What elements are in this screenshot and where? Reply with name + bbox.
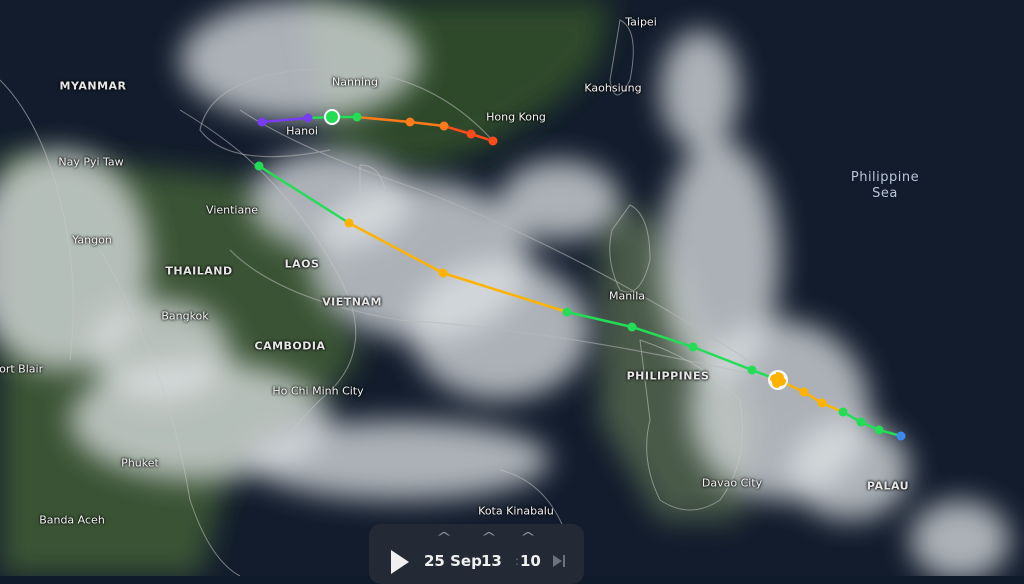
label-nanning: Nanning [332, 75, 378, 89]
track-point[interactable] [466, 129, 476, 139]
track-point[interactable] [688, 342, 698, 352]
track-point[interactable] [303, 113, 313, 123]
track-point[interactable] [254, 161, 264, 171]
hour-value[interactable]: 13 [481, 552, 502, 570]
label-philippine-sea: Philippine Sea [850, 170, 920, 201]
forecast-cone [199, 68, 779, 381]
label-vientiane: Vientiane [206, 203, 258, 217]
track-point[interactable] [257, 117, 267, 127]
play-icon[interactable] [391, 550, 409, 574]
track-segment [631, 325, 694, 349]
date-up-chevron-icon[interactable]: ^ [435, 530, 453, 544]
label-kaohsiung: Kaohsiung [584, 81, 642, 95]
label-davao-city: Davao City [701, 476, 763, 490]
time-separator: : [515, 554, 520, 568]
track-point[interactable] [896, 431, 906, 441]
track-point[interactable] [405, 117, 415, 127]
track-point[interactable] [562, 307, 572, 317]
track-point[interactable] [838, 407, 848, 417]
track-segment [442, 271, 568, 314]
track-point[interactable] [747, 365, 757, 375]
track-segment [566, 310, 633, 329]
typhoon-icon[interactable] [768, 370, 788, 390]
label-ho-chi-minh-city: Ho Chi Minh City [272, 384, 364, 398]
label-thailand: THAILAND [165, 264, 233, 278]
minute-up-chevron-icon[interactable]: ^ [519, 530, 537, 544]
track-point[interactable] [817, 398, 827, 408]
cloud [910, 500, 1010, 576]
track-segment [443, 124, 472, 136]
cloud [500, 160, 620, 240]
timeline-control: ^ ^ ^ 25 Sep 13 : 10 [369, 524, 584, 584]
label-kota-kinabalu: Kota Kinabalu [478, 504, 554, 518]
label-yangon: Yangon [72, 233, 112, 247]
cloud [180, 0, 420, 120]
skip-end-bar [563, 555, 565, 567]
hour-up-chevron-icon[interactable]: ^ [480, 530, 498, 544]
track-segment [409, 120, 445, 128]
cloud [250, 150, 410, 250]
label-cambodia: CAMBODIA [254, 339, 326, 353]
label-port-blair: Port Blair [0, 362, 44, 376]
track-segment [258, 164, 350, 225]
label-manila: Manila [608, 289, 646, 303]
track-point[interactable] [856, 417, 866, 427]
track-point[interactable] [874, 425, 884, 435]
label-hanoi: Hanoi [286, 124, 318, 138]
label-philippines: PHILIPPINES [626, 369, 710, 383]
cloud [90, 300, 230, 400]
track-segment [356, 115, 411, 124]
minute-value[interactable]: 10 [520, 552, 541, 570]
track-point[interactable] [627, 322, 637, 332]
date-value[interactable]: 25 Sep [424, 552, 482, 570]
cloud [660, 140, 780, 380]
track-point[interactable] [799, 387, 809, 397]
cloud [660, 30, 740, 150]
cloud [790, 420, 910, 520]
label-hong-kong: Hong Kong [486, 110, 546, 124]
label-bangkok: Bangkok [161, 309, 209, 323]
label-banda-aceh: Banda Aceh [39, 513, 105, 527]
label-vietnam: VIETNAM [322, 295, 382, 309]
track-point[interactable] [439, 121, 449, 131]
label-palau: PALAU [866, 479, 910, 493]
coastlines [0, 19, 743, 576]
track-segment [692, 345, 753, 372]
track-segment [261, 116, 309, 124]
track-segment [348, 221, 444, 275]
track-point[interactable] [352, 112, 362, 122]
label-laos: LAOS [284, 257, 320, 271]
label-phuket: Phuket [121, 456, 159, 470]
track-point[interactable] [344, 218, 354, 228]
skip-end-icon[interactable] [553, 555, 562, 567]
label-nay-pyi-taw: Nay Pyi Taw [58, 155, 124, 169]
cloud [250, 420, 550, 500]
track-point[interactable] [438, 268, 448, 278]
label-taipei: Taipei [625, 15, 657, 29]
cloud-cover [0, 0, 1010, 576]
track-point[interactable] [488, 136, 498, 146]
label-myanmar: MYANMAR [59, 79, 127, 93]
track-point[interactable] [324, 109, 340, 125]
